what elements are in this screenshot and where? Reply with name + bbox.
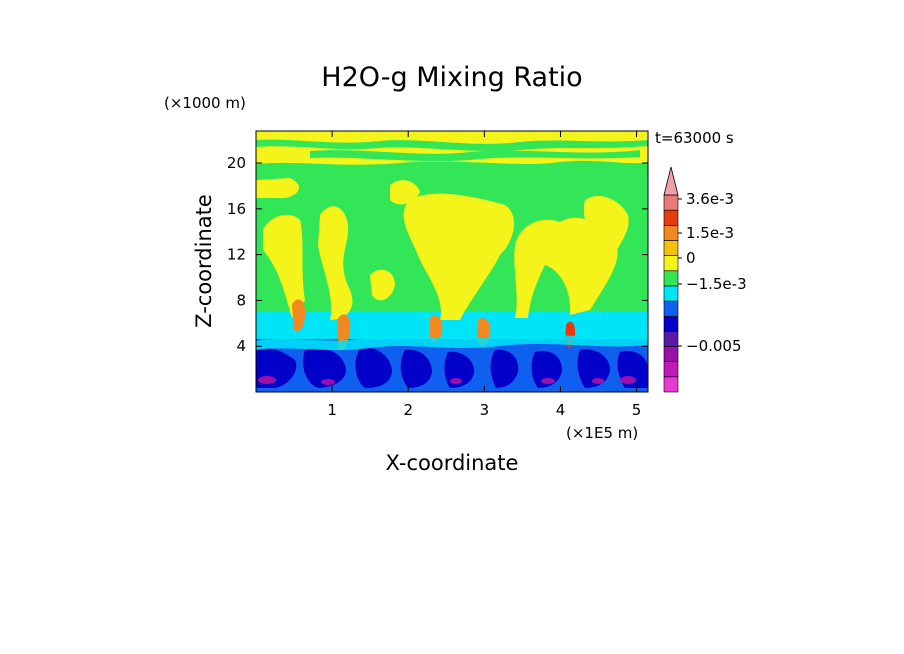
time-label: t=63000 s bbox=[655, 129, 734, 147]
colorbar-label: 1.5e-3 bbox=[686, 224, 734, 242]
colorbar-band bbox=[663, 346, 679, 362]
x-tick-label: 1 bbox=[327, 401, 337, 419]
colorbar-labels: 3.6e-3 1.5e-3 0 −1.5e-3 −0.005 bbox=[678, 190, 747, 355]
x-tick-label: 4 bbox=[556, 401, 566, 419]
colorbar-band bbox=[663, 270, 679, 287]
plot-frame bbox=[255, 130, 649, 393]
contour-field bbox=[256, 131, 648, 392]
x-tick-label: 2 bbox=[403, 401, 413, 419]
x-axis: 1 2 3 4 5 bbox=[327, 131, 641, 419]
colorbar-label: 3.6e-3 bbox=[686, 190, 734, 208]
colorbar-band bbox=[663, 255, 679, 272]
colorbar-label: −0.005 bbox=[686, 337, 742, 355]
x-tick-label: 5 bbox=[632, 401, 642, 419]
colorbar-band bbox=[663, 361, 679, 378]
y-tick-label: 20 bbox=[227, 154, 246, 172]
y-tick-label: 12 bbox=[227, 246, 246, 264]
colorbar-label: −1.5e-3 bbox=[686, 275, 747, 293]
colorbar-band bbox=[663, 300, 679, 317]
colorbar-band bbox=[663, 376, 679, 393]
colorbar-arrow bbox=[663, 166, 679, 196]
colorbar-band bbox=[663, 225, 679, 241]
colorbar-band bbox=[663, 240, 679, 256]
y-axis-label: Z-coordinate bbox=[192, 194, 216, 328]
colorbar-band bbox=[663, 194, 679, 211]
colorbar-band bbox=[663, 315, 679, 332]
chart-title: H2O-g Mixing Ratio bbox=[321, 62, 582, 93]
colorbar bbox=[663, 166, 679, 393]
colorbar-label: 0 bbox=[686, 249, 696, 267]
colorbar-band bbox=[663, 209, 679, 226]
colorbar-band bbox=[663, 331, 679, 347]
y-tick-label: 4 bbox=[236, 337, 246, 355]
y-tick-label: 8 bbox=[236, 291, 246, 309]
y-units-label: (×1000 m) bbox=[164, 94, 246, 112]
x-tick-label: 3 bbox=[480, 401, 490, 419]
y-tick-label: 16 bbox=[227, 200, 246, 218]
x-units-label: (×1E5 m) bbox=[566, 424, 638, 442]
x-axis-label: X-coordinate bbox=[386, 451, 519, 475]
y-axis: 4 8 12 16 20 bbox=[227, 154, 648, 355]
colorbar-band bbox=[663, 285, 679, 302]
